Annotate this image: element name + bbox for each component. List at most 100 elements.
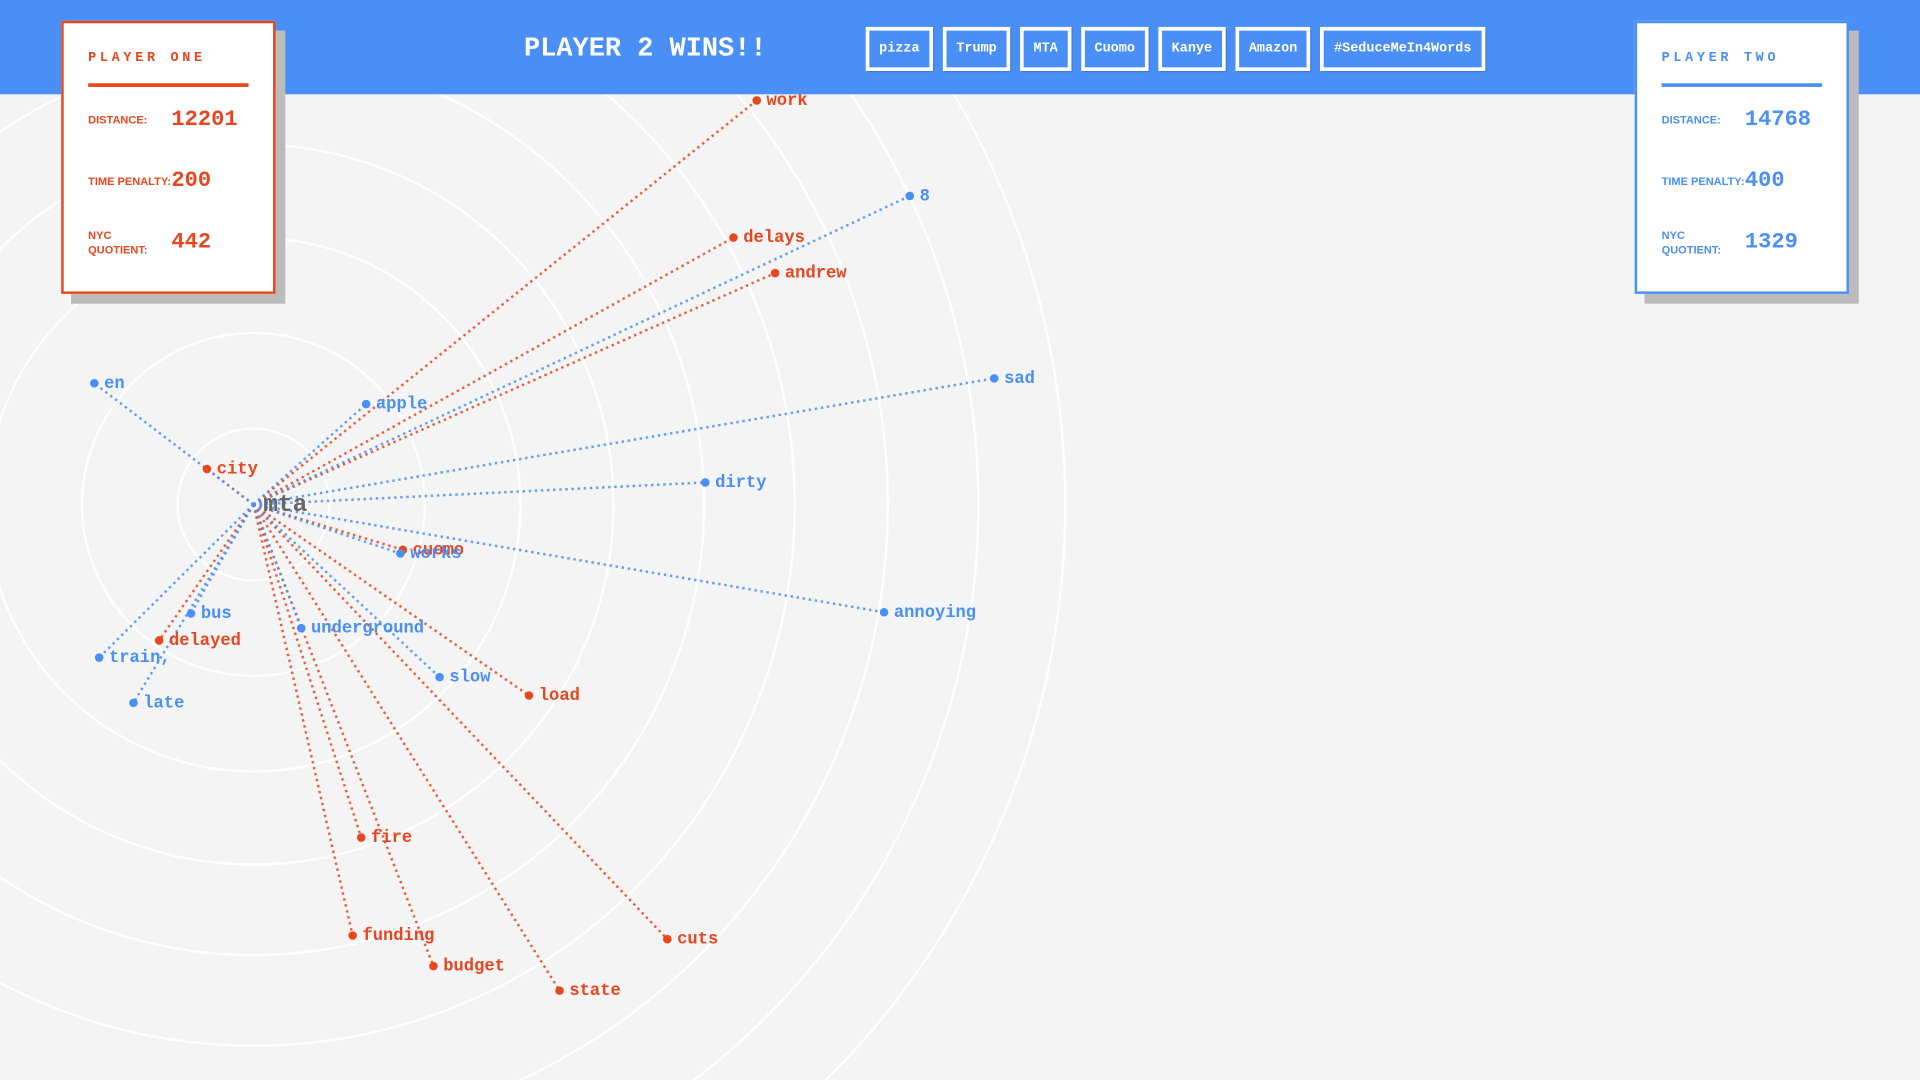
- stat-value: 1329: [1744, 230, 1798, 255]
- word-link: [253, 503, 885, 614]
- stat-label: DISTANCE:: [88, 113, 148, 127]
- word-link: [93, 382, 255, 506]
- word-label: cuomo: [413, 541, 464, 560]
- topic-button[interactable]: Cuomo: [1081, 26, 1149, 72]
- result-title: PLAYER 2 WINS!!: [524, 33, 767, 65]
- word-label: fire: [371, 829, 412, 848]
- header-bar: PLAYER 2 WINS!! pizza Trump MTA Cuomo Kanye A…: [0, 0, 1920, 95]
- word-dot: [701, 478, 710, 487]
- word-link: [252, 194, 911, 506]
- topic-button[interactable]: Trump: [942, 26, 1011, 72]
- word-label: late: [143, 694, 184, 713]
- word-label: city: [217, 461, 258, 480]
- word-dot: [154, 636, 164, 645]
- word-label: underground: [311, 620, 424, 639]
- word-label: delayed: [169, 632, 241, 651]
- word-dot: [202, 464, 212, 474]
- word-dot: [879, 607, 889, 617]
- word-link: [253, 503, 401, 555]
- word-dot: [296, 623, 306, 633]
- word-dot: [555, 986, 564, 995]
- word-link: [252, 504, 354, 936]
- distance-ring: [80, 331, 427, 678]
- topic-button[interactable]: Amazon: [1235, 26, 1311, 72]
- distance-ring: [516, 0, 889, 1080]
- word-label: load: [539, 687, 580, 706]
- stat-label: NYC QUOTIENT:: [1661, 228, 1722, 256]
- word-dot: [905, 191, 915, 201]
- word-dot: [396, 549, 405, 558]
- word-label: en: [104, 375, 125, 394]
- word-dot: [429, 961, 438, 971]
- stat-value: 442: [171, 230, 212, 255]
- word-dot: [361, 399, 371, 409]
- stat-row: DISTANCE: 12201: [88, 99, 259, 141]
- word-label: funding: [362, 927, 434, 946]
- stat-row: TIME PENALTY: 200: [88, 160, 259, 202]
- stat-value: 14768: [1744, 107, 1812, 133]
- stat-label: NYC QUOTIENT:: [88, 228, 148, 256]
- stat-row: NYC QUOTIENT: 442: [88, 222, 259, 264]
- score-card: PLAYER TWO DISTANCE: 14768 TIME PENALTY: 400…: [1634, 20, 1849, 294]
- stat-row: NYC QUOTIENT: 1329: [1662, 222, 1833, 264]
- word-dot: [129, 698, 138, 708]
- word-link: [132, 503, 255, 704]
- stat-label: TIME PENALTY:: [88, 175, 172, 188]
- word-label: dirty: [715, 474, 766, 493]
- topic-button[interactable]: MTA: [1020, 26, 1072, 72]
- stat-row: DISTANCE: 14768: [1662, 99, 1833, 141]
- distance-ring: [823, 0, 1067, 1080]
- word-dot: [663, 934, 672, 944]
- word-dot: [94, 653, 104, 662]
- word-link: [252, 504, 303, 629]
- word-link: [252, 503, 561, 992]
- word-label: slow: [449, 669, 491, 688]
- word-link: [253, 481, 706, 506]
- word-label: sad: [1004, 370, 1035, 389]
- word-link: [252, 503, 669, 941]
- word-link: [253, 377, 995, 506]
- center-word: mta: [263, 492, 307, 519]
- stat-row: TIME PENALTY: 400: [1662, 160, 1833, 202]
- stat-label: TIME PENALTY:: [1661, 175, 1745, 188]
- topic-list: pizza Trump MTA Cuomo Kanye Amazon #SeduceMeIn…: [865, 26, 1485, 72]
- distance-ring: [0, 0, 796, 1047]
- topic-button[interactable]: pizza: [865, 26, 934, 72]
- word-dot: [729, 233, 738, 242]
- word-dot: [348, 931, 357, 940]
- word-label: works: [410, 545, 461, 564]
- word-label: bus: [201, 605, 232, 624]
- word-link: [252, 271, 776, 506]
- word-label: andrew: [785, 265, 847, 284]
- word-label: annoying: [894, 604, 976, 623]
- word-label: work: [767, 92, 808, 111]
- word-dot: [186, 609, 196, 618]
- stat-value: 400: [1744, 168, 1785, 194]
- word-link: [252, 503, 530, 697]
- card-title: PLAYER ONE: [88, 51, 206, 67]
- word-label: budget: [443, 958, 505, 977]
- word-link: [252, 236, 735, 506]
- word-dot: [435, 672, 444, 682]
- card-title: PLAYER TWO: [1661, 51, 1780, 67]
- stat-label: DISTANCE:: [1661, 113, 1721, 127]
- word-label: delays: [743, 229, 805, 248]
- word-dot: [90, 378, 99, 388]
- word-label: cuts: [677, 931, 718, 950]
- word-label: apple: [376, 396, 427, 415]
- topic-button[interactable]: #SeduceMeIn4Words: [1320, 26, 1485, 72]
- stat-value: 12201: [171, 107, 238, 133]
- topic-button[interactable]: Kanye: [1158, 26, 1226, 72]
- card-rule: [88, 83, 249, 87]
- card-rule: [1661, 83, 1823, 87]
- word-dot: [356, 833, 366, 842]
- word-link: [189, 503, 255, 615]
- word-dot: [752, 96, 762, 105]
- distance-ring: [691, 0, 980, 1080]
- score-card: PLAYER ONE DISTANCE: 12201 TIME PENALTY: 200…: [61, 20, 276, 294]
- word-label: train,: [109, 649, 171, 668]
- word-dot: [524, 691, 534, 700]
- word-dot: [770, 268, 780, 278]
